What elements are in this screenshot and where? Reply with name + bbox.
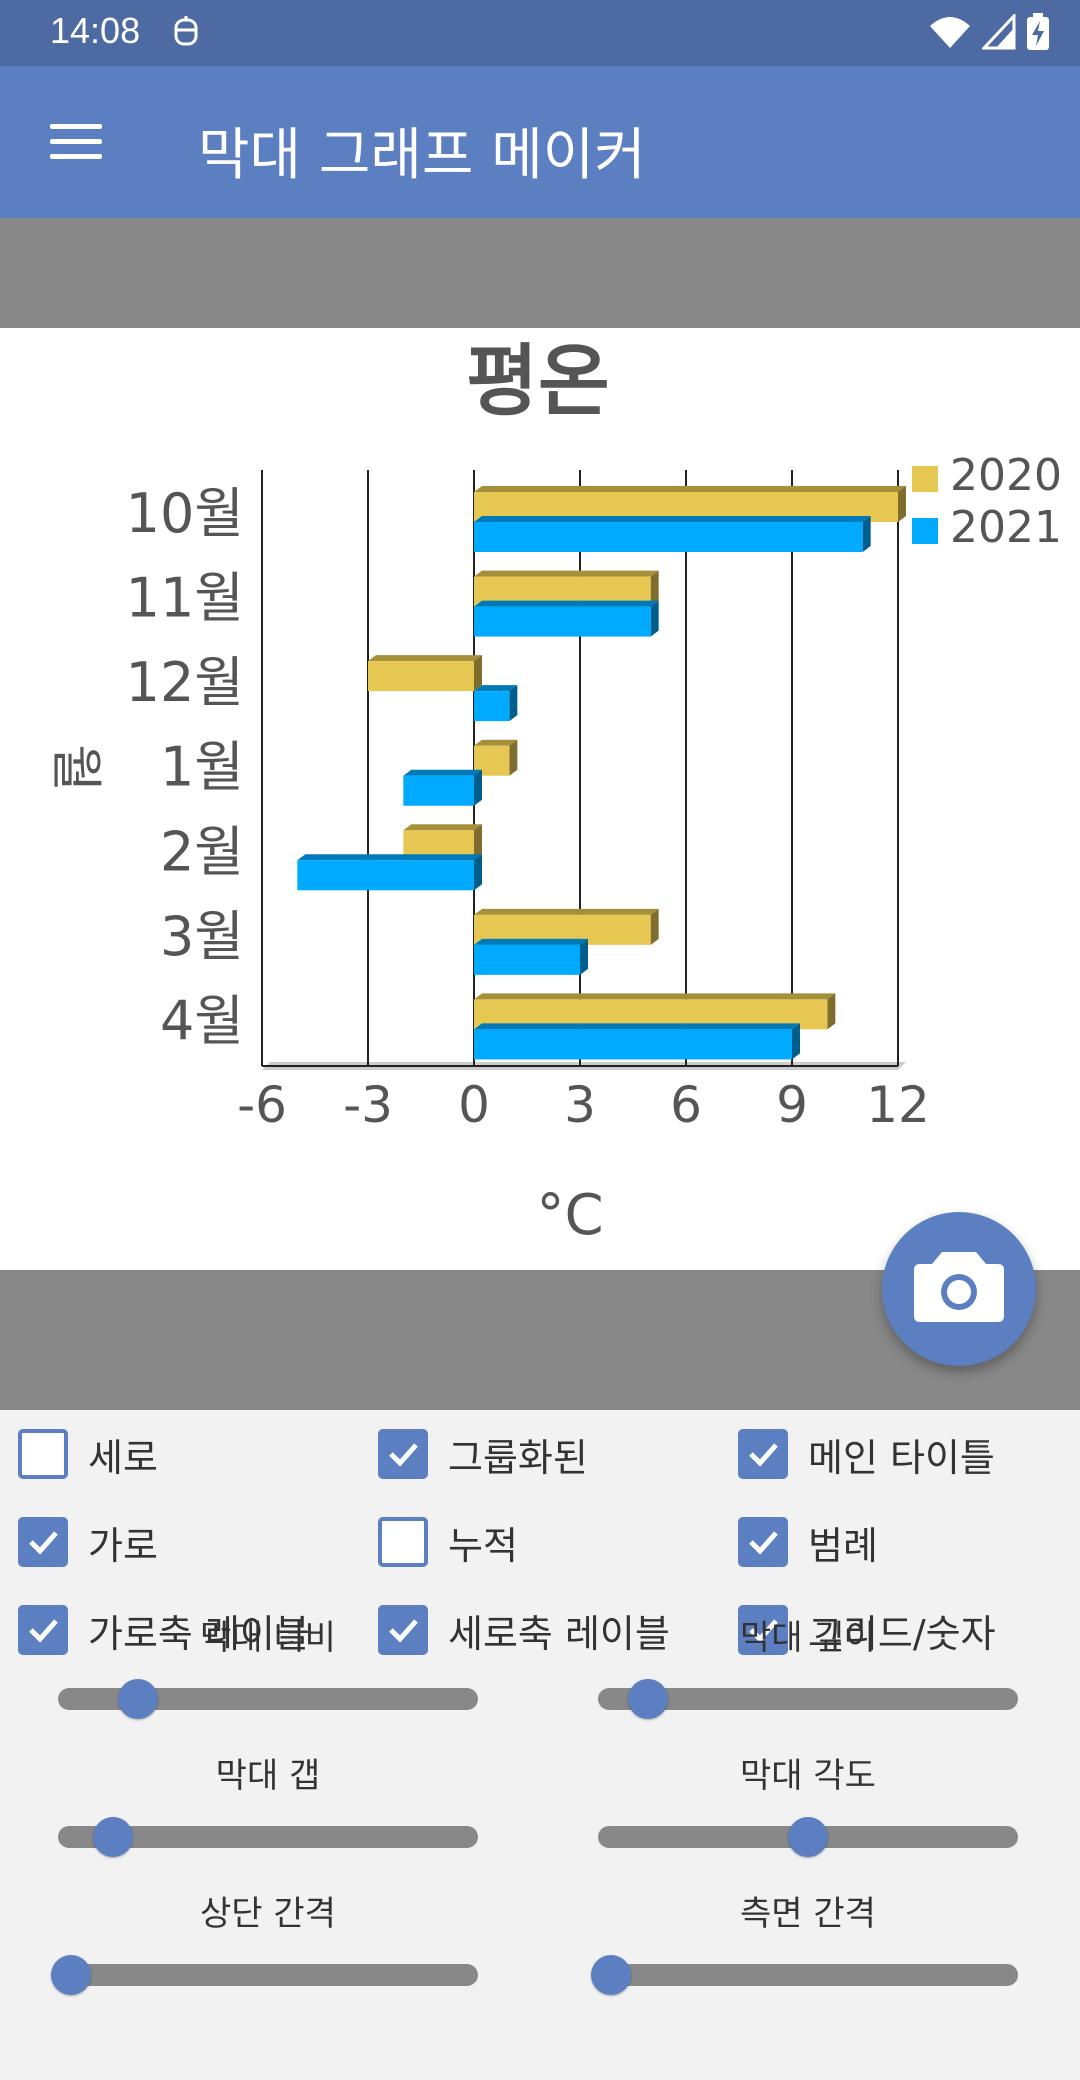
checkbox-label: 가로축 레이블 (88, 1611, 310, 1656)
checkbox-checked-icon[interactable] (378, 1429, 428, 1479)
slider-track[interactable] (598, 1964, 1018, 1986)
slider-track[interactable] (58, 1826, 478, 1848)
bar-2020 (368, 655, 482, 692)
slider-track[interactable] (58, 1964, 478, 1986)
slider-thumb[interactable] (590, 1955, 631, 1995)
y-tick-label: 2월 (160, 820, 244, 883)
status-time: 14:08 (50, 10, 141, 51)
bar-2021 (474, 685, 518, 722)
slider-thumb[interactable] (50, 1955, 91, 1995)
app-title: 막대 그래프 메이커 (198, 123, 646, 188)
checkbox-label: 그룹화된 (448, 1435, 588, 1480)
slider-track[interactable] (58, 1688, 478, 1710)
checkbox-2[interactable]: 그룹화된 (378, 1424, 588, 1484)
slider-1[interactable] (58, 1679, 478, 1719)
checkbox-unchecked-icon[interactable] (18, 1429, 68, 1479)
slider-label: 측면 간격 (740, 1894, 876, 1934)
checkbox-label: 그리드/숫자 (808, 1611, 996, 1656)
x-tick-label: 9 (776, 1076, 808, 1134)
checkbox-6[interactable]: 범례 (738, 1512, 878, 1572)
checkbox-unchecked-icon[interactable] (378, 1517, 428, 1567)
bar-2021 (474, 600, 659, 637)
slider-2[interactable] (598, 1679, 1018, 1719)
battery-charging-icon (1027, 13, 1049, 50)
y-axis-label: 월 (45, 744, 105, 792)
slider-3[interactable] (58, 1817, 478, 1857)
x-tick-label: 3 (564, 1076, 596, 1134)
slider-label: 상단 간격 (200, 1894, 336, 1934)
bar-2021 (474, 1023, 800, 1060)
x-tick-label: 0 (458, 1076, 490, 1134)
x-tick-label: 6 (670, 1076, 702, 1134)
screenshot-camera-button[interactable] (882, 1212, 1036, 1366)
legend-swatch (912, 518, 938, 544)
checkbox-checked-icon[interactable] (378, 1605, 428, 1655)
slider-5[interactable] (50, 1955, 478, 1995)
checkbox-7[interactable]: 가로축 레이블 (18, 1600, 310, 1660)
slider-4[interactable] (598, 1817, 1018, 1857)
checkbox-label: 누적 (448, 1523, 518, 1568)
slider-thumb[interactable] (628, 1679, 669, 1719)
checkbox-8[interactable]: 세로축 레이블 (378, 1600, 670, 1660)
checkbox-5[interactable]: 누적 (378, 1512, 518, 1572)
slider-label: 막대 깊이 (740, 1618, 876, 1658)
legend-label: 2020 (950, 450, 1062, 501)
bar-chart: 평온 °C 월 -6 -3 0 3 6 9 12 10월 11월 12월 1월 2월 3월 4월 2020… (45, 337, 1062, 1248)
chart-title: 평온 (466, 337, 610, 427)
bar-2021 (297, 854, 482, 891)
status-icons (928, 12, 1050, 52)
slider-thumb[interactable] (788, 1817, 828, 1857)
slider-label: 막대 각도 (740, 1756, 876, 1796)
y-tick-label: 10월 (126, 482, 244, 545)
wifi-icon (930, 17, 970, 48)
y-tick-label: 3월 (160, 905, 244, 968)
slider-thumb[interactable] (92, 1817, 133, 1857)
legend-swatch (912, 466, 938, 492)
checkbox-3[interactable]: 메인 타이틀 (738, 1424, 995, 1484)
y-tick-label: 11월 (126, 567, 244, 630)
x-tick-label: -6 (237, 1076, 287, 1134)
y-tick-label: 12월 (126, 651, 244, 714)
chart-top-margin (0, 218, 1080, 328)
legend-label: 2021 (950, 502, 1062, 553)
checkbox-label: 가로 (88, 1523, 158, 1568)
bar-2021 (474, 938, 588, 975)
slider-label: 막대 갭 (215, 1756, 321, 1796)
slider-thumb[interactable] (117, 1679, 158, 1719)
checkbox-label: 범례 (808, 1523, 878, 1568)
checkbox-label: 메인 타이틀 (808, 1435, 995, 1480)
app-bar: 막대 그래프 메이커 (0, 66, 1080, 218)
checkbox-checked-icon[interactable] (738, 1517, 788, 1567)
x-axis-label: °C (536, 1183, 603, 1248)
x-tick-label: -3 (343, 1076, 393, 1134)
checkbox-checked-icon[interactable] (18, 1605, 68, 1655)
menu-icon[interactable] (50, 124, 102, 160)
checkbox-checked-icon[interactable] (738, 1605, 788, 1655)
slider-6[interactable] (590, 1955, 1018, 1995)
checkbox-9[interactable]: 그리드/숫자 (738, 1600, 996, 1660)
y-tick-label: 1월 (160, 736, 244, 799)
chart-container: 평온 °C 월 -6 -3 0 3 6 9 12 10월 11월 12월 1월 2월 3월 4월 2020… (0, 328, 1080, 1270)
y-tick-label: 4월 (160, 989, 244, 1052)
camera-icon (914, 1252, 1004, 1322)
checkbox-checked-icon[interactable] (18, 1517, 68, 1567)
slider-track[interactable] (598, 1688, 1018, 1710)
checkbox-label: 세로 (88, 1435, 158, 1480)
bar-2021 (403, 769, 482, 806)
assistant-icon (174, 16, 198, 46)
x-tick-label: 12 (866, 1076, 930, 1134)
checkbox-label: 세로축 레이블 (448, 1611, 670, 1656)
checkbox-1[interactable]: 세로 (18, 1424, 158, 1484)
bar-2021 (474, 516, 871, 552)
status-bar: 14:08 (0, 0, 1080, 66)
checkbox-4[interactable]: 가로 (18, 1512, 158, 1572)
slider-label: 막대 너비 (200, 1618, 336, 1658)
cell-signal-icon (982, 14, 1016, 50)
checkbox-checked-icon[interactable] (738, 1429, 788, 1479)
